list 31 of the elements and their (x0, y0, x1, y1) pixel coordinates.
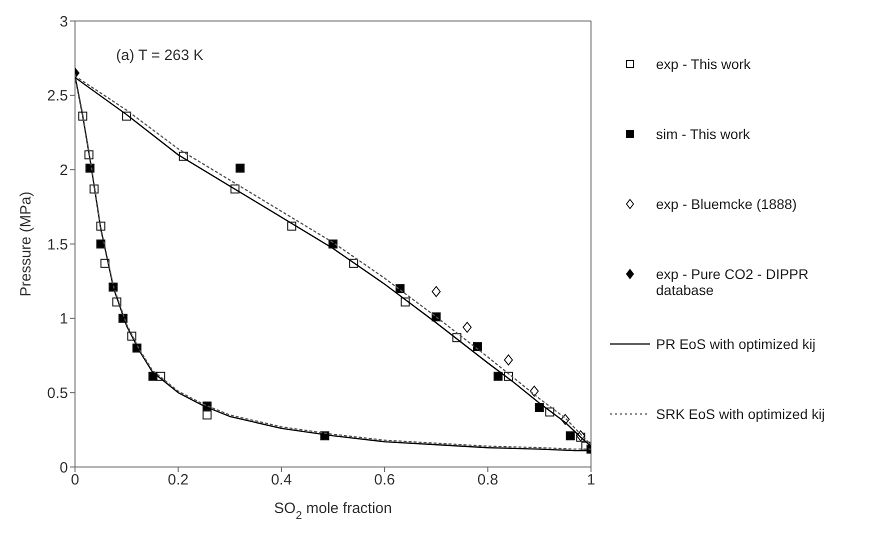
y-tick-label: 0 (60, 459, 68, 476)
x-tick-label: 1 (586, 472, 596, 489)
y-tick-label: 1.5 (47, 236, 68, 254)
point (432, 286, 441, 298)
point (494, 372, 503, 381)
legend-label: SRK EoS with optimized kij (656, 406, 825, 422)
x-tick-label: 0 (70, 472, 80, 489)
y-tick-label: 0.5 (47, 384, 68, 402)
x-axis-title: SO$_{2}$ mole fraction (274, 500, 392, 522)
panel-label: (a) T = 263 K (116, 47, 204, 64)
x-tick-label: 0.6 (374, 472, 396, 489)
y-tick-label: 1 (60, 310, 68, 328)
y-tick-label: 2.5 (47, 88, 68, 105)
x-tick-label: 0.8 (477, 472, 498, 489)
x-tick-label: 0.4 (270, 472, 292, 489)
y-axis-title: Pressure (MPa) (17, 191, 34, 297)
y-tick-label: 2 (60, 162, 68, 179)
point (534, 403, 544, 412)
legend-label: exp - Bluemcke (1888) (656, 196, 797, 212)
legend-label: exp - Pure CO2 - DIPPR database (656, 266, 810, 298)
legend-label: sim - This work (656, 126, 750, 142)
y-tick-label: 3 (60, 13, 68, 30)
point (236, 164, 245, 173)
point (462, 322, 472, 333)
legend-label: exp - This work (656, 56, 751, 72)
point (504, 354, 513, 366)
legend-label: PR EoS with optimized kij (656, 336, 816, 352)
point (202, 410, 212, 420)
point (472, 342, 482, 352)
point (566, 431, 575, 440)
x-tick-label: 0.2 (168, 472, 189, 489)
